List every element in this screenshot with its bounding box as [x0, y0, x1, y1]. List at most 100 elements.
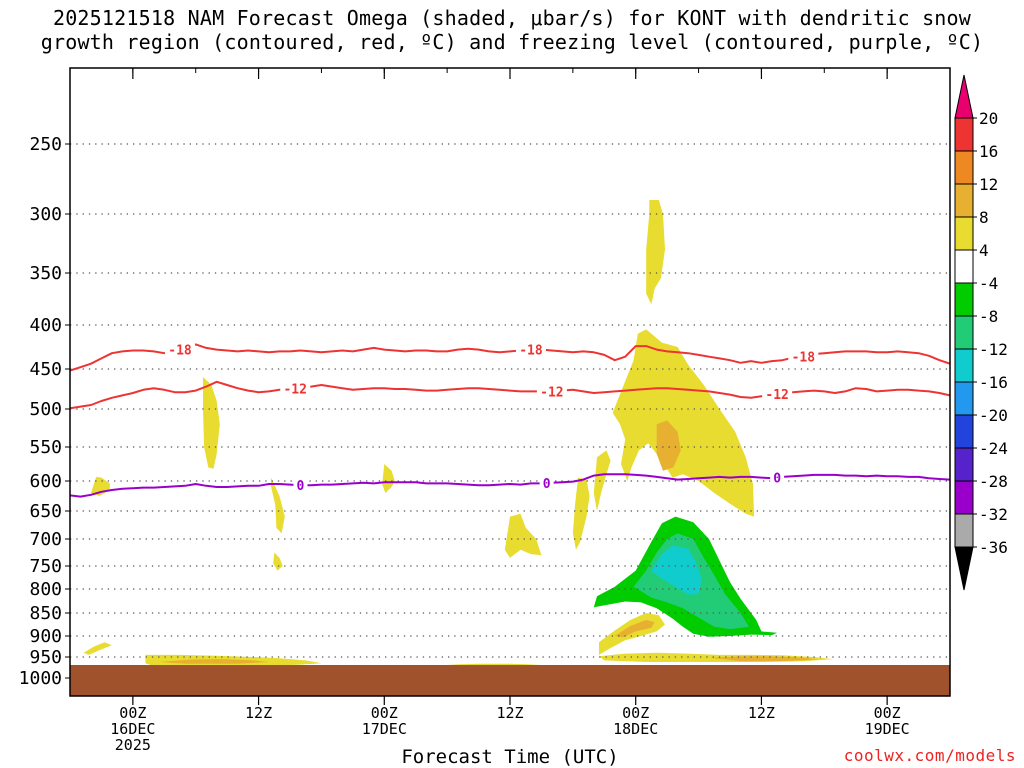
- isotherm-label-bg: [165, 341, 195, 358]
- isotherm-label-neg18: -18: [792, 351, 816, 366]
- colorbar-segment: [954, 381, 974, 416]
- omega-region-neg12: [651, 545, 702, 595]
- omega-region-4: [83, 642, 112, 655]
- y-tick-label-450: 450: [29, 359, 62, 380]
- x-tick-label: 00Z: [119, 704, 146, 722]
- x-tick-label: 18DEC: [613, 720, 658, 738]
- y-tick-label-700: 700: [29, 529, 62, 550]
- colorbar-label: -8: [979, 307, 998, 326]
- chart-title: 2025121518 NAM Forecast Omega (shaded, μ…: [0, 6, 1024, 54]
- isotherm-contours: -18 -18 -18 -12 -12 -12 0 0 0: [70, 341, 950, 498]
- x-tick-label: 00Z: [371, 704, 398, 722]
- colorbar-label: 20: [979, 109, 998, 128]
- isotherm-label-neg12: -12: [765, 388, 788, 403]
- colorbar-label: -36: [979, 538, 1008, 557]
- x-tick-label: 19DEC: [865, 720, 910, 738]
- omega-colorbar: 20 16 12 8 4 -4 -8 -12 -16 -20 -24 -28 -32 -36: [954, 74, 1008, 591]
- pressure-axis: 2503003504004505005506006507007508008509…: [19, 134, 70, 689]
- isotherm-label-bg: [762, 385, 793, 402]
- omega-region-8: [159, 659, 269, 664]
- isotherm-label-bg: [539, 475, 554, 492]
- colorbar-segment: [954, 348, 974, 383]
- omega-region-4: [504, 513, 542, 558]
- colorbar-segment: [954, 513, 974, 548]
- colorbar-segment: [954, 414, 974, 449]
- colorbar-top-triangle: [954, 74, 974, 119]
- omega-region-4: [271, 477, 285, 534]
- isotherm-label-bg: [788, 348, 819, 365]
- colorbar-segment: [954, 447, 974, 482]
- y-tick-label-850: 850: [29, 603, 62, 624]
- source-credit: coolwx.com/models: [843, 746, 1016, 765]
- y-tick-label-900: 900: [29, 626, 62, 647]
- colorbar-segment: [954, 249, 974, 284]
- omega-region-4: [273, 552, 283, 571]
- colorbar-label: 16: [979, 142, 998, 161]
- omega-region-8: [709, 656, 819, 662]
- chart-title-line-2: growth region (contoured, red, ºC) and f…: [40, 30, 984, 54]
- omega-region-4: [203, 377, 220, 469]
- y-tick-label-800: 800: [29, 579, 62, 600]
- omega-region-4: [646, 200, 665, 305]
- colorbar-label: -12: [979, 340, 1008, 359]
- colorbar-bottom-triangle: [954, 546, 974, 591]
- isotherm-label-bg: [515, 341, 546, 358]
- y-tick-label-1000: 1000: [19, 668, 62, 689]
- x-tick-label: 2025: [115, 736, 151, 754]
- x-tick-label: 00Z: [874, 704, 901, 722]
- plot-background: [70, 68, 950, 696]
- omega-region-8: [614, 619, 655, 638]
- colorbar-segment: [954, 480, 974, 515]
- colorbar-segment: [954, 282, 974, 317]
- isotherm-label-neg12: -12: [283, 383, 306, 398]
- x-axis-title: Forecast Time (UTC): [401, 746, 619, 768]
- omega-region-4: [593, 450, 611, 511]
- colorbar-segment: [954, 117, 974, 152]
- chart-title-line-1: 2025121518 NAM Forecast Omega (shaded, μ…: [52, 6, 972, 30]
- colorbar-label: 4: [979, 241, 989, 260]
- x-tick-label: 12Z: [496, 704, 523, 722]
- y-tick-label-500: 500: [29, 399, 62, 420]
- colorbar-label: -16: [979, 373, 1008, 392]
- y-tick-label-400: 400: [29, 315, 62, 336]
- colorbar-segment: [954, 150, 974, 185]
- omega-region-4: [382, 464, 395, 493]
- isotherm-label-0: 0: [297, 479, 305, 494]
- isotherm-label-neg18: -18: [519, 344, 543, 359]
- x-tick-label: 16DEC: [110, 720, 155, 738]
- colorbar-label: -24: [979, 439, 1008, 458]
- omega-region-4: [572, 477, 590, 550]
- x-tick-label: 17DEC: [362, 720, 407, 738]
- omega-region-4: [612, 329, 755, 517]
- y-tick-label-600: 600: [29, 471, 62, 492]
- isotherm-label-bg: [770, 469, 785, 486]
- omega-region-8: [656, 420, 681, 471]
- isotherm-label-neg12: -12: [540, 385, 563, 400]
- isotherm-label-bg: [536, 383, 567, 400]
- colorbar-segment: [954, 315, 974, 350]
- colorbar-segment: [954, 216, 974, 251]
- colorbar-label: -4: [979, 274, 998, 293]
- x-tick-label: 00Z: [622, 704, 649, 722]
- isotherm-label-0: 0: [543, 477, 551, 492]
- y-tick-label-750: 750: [29, 556, 62, 577]
- omega-region-4: [447, 663, 542, 666]
- isotherm-label-bg: [280, 380, 311, 397]
- colorbar-label: 8: [979, 208, 989, 227]
- y-tick-label-550: 550: [29, 437, 62, 458]
- y-tick-label-250: 250: [29, 134, 62, 155]
- colorbar-segment: [954, 183, 974, 218]
- isotherm-neg12-line: [70, 380, 950, 410]
- y-tick-label-350: 350: [29, 263, 62, 284]
- y-tick-label-950: 950: [29, 647, 62, 668]
- x-tick-label: 12Z: [245, 704, 272, 722]
- colorbar-label: -20: [979, 406, 1008, 425]
- colorbar-label: 12: [979, 175, 998, 194]
- isotherm-0-line: [70, 473, 950, 498]
- isotherm-label-0: 0: [773, 472, 781, 487]
- omega-shading-layer: [83, 200, 833, 667]
- isotherm-label-neg18: -18: [168, 344, 192, 359]
- y-tick-label-650: 650: [29, 501, 62, 522]
- colorbar-label: -32: [979, 505, 1008, 524]
